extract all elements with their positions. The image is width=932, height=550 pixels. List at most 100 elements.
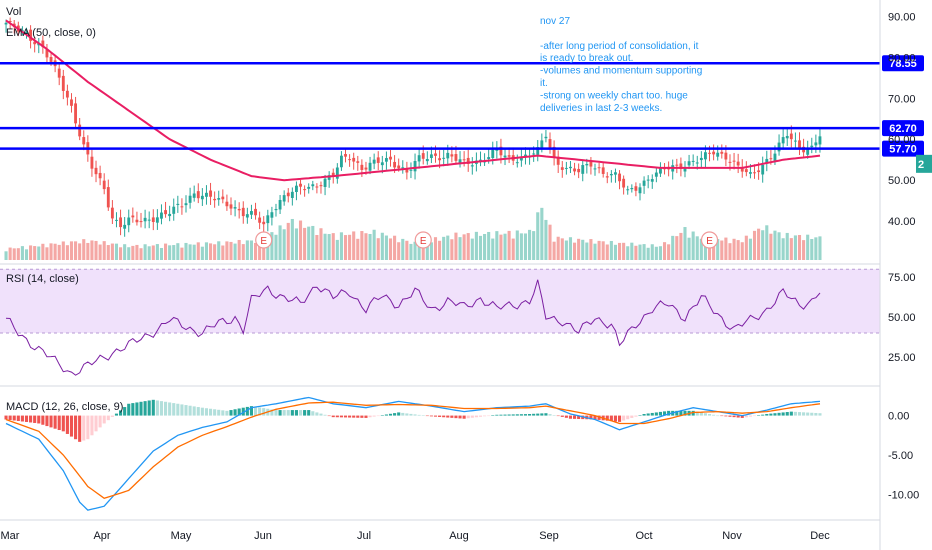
candle-body[interactable] (82, 137, 86, 145)
candle-body[interactable] (147, 219, 151, 221)
candle-body[interactable] (495, 149, 499, 151)
candle-body[interactable] (622, 178, 626, 188)
candle-body[interactable] (258, 217, 262, 223)
candle-body[interactable] (8, 21, 12, 23)
candle-body[interactable] (237, 208, 241, 211)
candle-body[interactable] (372, 159, 376, 164)
candle-body[interactable] (241, 207, 245, 217)
candle-body[interactable] (217, 198, 221, 200)
candle-body[interactable] (659, 167, 662, 174)
candle-body[interactable] (785, 135, 789, 139)
text-annotation[interactable]: nov 27 -after long period of consolidatio… (540, 16, 702, 114)
candle-body[interactable] (434, 153, 437, 156)
candle-body[interactable] (200, 195, 204, 200)
candle-body[interactable] (503, 155, 507, 158)
candle-body[interactable] (724, 152, 728, 160)
candle-body[interactable] (29, 29, 33, 41)
candle-body[interactable] (777, 142, 781, 152)
candle-body[interactable] (70, 99, 73, 106)
candle-body[interactable] (704, 152, 707, 160)
candle-body[interactable] (781, 137, 785, 144)
candle-body[interactable] (683, 167, 687, 172)
candle-body[interactable] (605, 176, 609, 178)
candle-body[interactable] (818, 136, 822, 145)
candle-body[interactable] (262, 221, 266, 225)
candle-body[interactable] (417, 155, 421, 162)
candle-body[interactable] (151, 217, 155, 223)
candle-body[interactable] (229, 204, 233, 209)
candle-body[interactable] (389, 156, 392, 160)
candle-body[interactable] (650, 179, 654, 182)
candle-body[interactable] (299, 183, 302, 187)
candle-body[interactable] (397, 165, 401, 169)
candle-body[interactable] (143, 217, 147, 222)
candle-body[interactable] (601, 167, 605, 174)
candle-body[interactable] (708, 152, 711, 154)
candle-body[interactable] (654, 172, 658, 177)
candle-body[interactable] (98, 172, 102, 179)
candle-body[interactable] (638, 187, 642, 194)
candle-body[interactable] (597, 167, 601, 169)
candle-body[interactable] (384, 158, 388, 162)
candle-body[interactable] (446, 152, 450, 159)
candle-body[interactable] (712, 151, 716, 155)
candle-body[interactable] (405, 169, 409, 173)
candle-body[interactable] (470, 165, 474, 167)
candle-body[interactable] (127, 217, 131, 226)
candle-body[interactable] (213, 198, 217, 201)
candle-body[interactable] (695, 162, 699, 164)
candle-body[interactable] (425, 159, 429, 162)
candle-body[interactable] (675, 164, 679, 166)
candle-body[interactable] (544, 136, 548, 139)
candle-body[interactable] (454, 154, 458, 161)
candle-body[interactable] (123, 224, 127, 229)
candle-body[interactable] (131, 215, 135, 218)
candle-body[interactable] (65, 90, 69, 98)
candle-body[interactable] (78, 124, 82, 137)
candle-body[interactable] (413, 161, 417, 172)
candle-body[interactable] (286, 192, 290, 197)
candle-body[interactable] (205, 192, 208, 197)
candle-body[interactable] (339, 155, 343, 168)
candle-body[interactable] (155, 217, 159, 223)
candle-body[interactable] (593, 168, 597, 170)
candle-body[interactable] (327, 175, 331, 180)
candle-body[interactable] (348, 159, 352, 161)
candle-body[interactable] (646, 179, 650, 181)
price-candles[interactable] (4, 17, 822, 237)
candle-body[interactable] (462, 159, 466, 161)
candle-body[interactable] (344, 154, 347, 157)
candle-body[interactable] (626, 189, 630, 191)
candle-body[interactable] (311, 184, 315, 187)
candle-body[interactable] (757, 170, 761, 173)
candle-body[interactable] (569, 166, 572, 169)
candle-body[interactable] (560, 167, 564, 170)
candle-body[interactable] (740, 167, 744, 172)
candle-body[interactable] (699, 157, 703, 161)
candle-body[interactable] (487, 157, 491, 160)
candle-body[interactable] (716, 152, 720, 157)
candle-body[interactable] (225, 201, 229, 207)
candle-body[interactable] (102, 180, 106, 190)
candle-body[interactable] (524, 154, 527, 157)
candle-body[interactable] (49, 57, 53, 62)
candle-body[interactable] (196, 191, 200, 199)
candle-body[interactable] (753, 172, 756, 174)
candle-body[interactable] (164, 210, 167, 215)
candle-body[interactable] (442, 157, 446, 159)
candle-body[interactable] (376, 157, 380, 163)
horizontal-lines[interactable]: 78.55 62.70 57.702 (0, 55, 932, 173)
earnings-marker[interactable] (700, 231, 719, 249)
candle-body[interactable] (773, 153, 777, 161)
candle-body[interactable] (74, 103, 78, 124)
candle-body[interactable] (736, 161, 740, 166)
candle-body[interactable] (556, 156, 560, 165)
candle-body[interactable] (532, 153, 536, 155)
candle-body[interactable] (499, 146, 503, 156)
candle-body[interactable] (630, 188, 634, 190)
candle-body[interactable] (45, 49, 49, 58)
candle-body[interactable] (573, 168, 576, 172)
candle-body[interactable] (585, 163, 589, 166)
candle-body[interactable] (761, 164, 765, 175)
candle-body[interactable] (421, 153, 425, 159)
